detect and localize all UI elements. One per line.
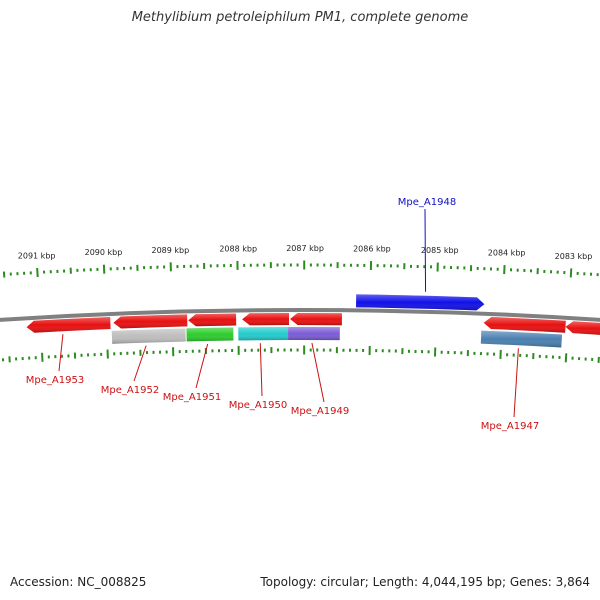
annotation-bar-shading bbox=[288, 327, 340, 341]
label-pointer bbox=[424, 208, 427, 292]
major-tick bbox=[36, 267, 39, 278]
label-pointer bbox=[133, 345, 147, 382]
label-pointer bbox=[513, 348, 519, 418]
tick-label: 2091 kbp bbox=[18, 252, 56, 261]
map-title: Methylibium petroleiphilum PM1, complete… bbox=[131, 10, 469, 25]
major-tick bbox=[41, 352, 44, 362]
tick-label: 2085 kbp bbox=[421, 246, 459, 255]
genome-backbone bbox=[0, 308, 600, 322]
gene-arrow-shading bbox=[242, 313, 290, 326]
annotation-bar-shading bbox=[480, 330, 563, 348]
tick-label: 2086 kbp bbox=[353, 245, 391, 254]
gene-arrow-shading bbox=[113, 314, 188, 329]
major-tick bbox=[569, 268, 573, 278]
gene-labels: Mpe_A1953 Mpe_A1952 Mpe_A1951 Mpe_A1950 Mpe_… bbox=[26, 197, 539, 432]
gene-mpe_a1948[interactable] bbox=[356, 294, 485, 311]
gene-mpe_a1951[interactable] bbox=[186, 313, 237, 342]
tick-label: 2084 kbp bbox=[488, 249, 526, 258]
annotation-bar-shading bbox=[111, 328, 186, 344]
tick-label: 2087 kbp bbox=[286, 244, 324, 253]
label-pointer bbox=[259, 343, 263, 397]
major-tick bbox=[564, 353, 568, 363]
gene-label[interactable]: Mpe_A1950 bbox=[229, 400, 287, 411]
gene-arrow-shading bbox=[565, 321, 600, 335]
annotation-bar-shading bbox=[238, 327, 289, 341]
accession-text: Accession: NC_008825 bbox=[10, 575, 147, 589]
gene-arrow-shading bbox=[26, 316, 111, 333]
gene-mpe_a1950[interactable] bbox=[238, 313, 290, 341]
annotation-bar-shading bbox=[186, 327, 234, 342]
tick-label: 2090 kbp bbox=[85, 248, 123, 257]
gene-arrow-shading bbox=[483, 317, 566, 333]
gene-label[interactable]: Mpe_A1947 bbox=[481, 421, 539, 432]
gene-mpe_a1953[interactable] bbox=[26, 316, 111, 333]
tick-label: 2089 kbp bbox=[151, 246, 189, 255]
gene-arrow-shading bbox=[188, 313, 237, 327]
gene-arrow-shading bbox=[290, 313, 342, 326]
gene-arrow-shading bbox=[356, 294, 485, 311]
gene-mpe_a1949[interactable] bbox=[288, 313, 342, 341]
label-pointer bbox=[58, 334, 64, 372]
gene-label[interactable]: Mpe_A1953 bbox=[26, 375, 84, 386]
label-pointer bbox=[195, 343, 209, 389]
gene-label[interactable]: Mpe_A1951 bbox=[163, 392, 221, 403]
gene-mpe_a1947[interactable] bbox=[480, 317, 566, 348]
label-pointer bbox=[311, 342, 325, 403]
gene-features bbox=[26, 294, 600, 348]
genome-summary-text: Topology: circular; Length: 4,044,195 bp… bbox=[260, 575, 590, 589]
gene-label[interactable]: Mpe_A1949 bbox=[291, 406, 349, 417]
tick-label: 2088 kbp bbox=[219, 244, 257, 253]
inner-tick-ring bbox=[1, 345, 600, 363]
gene-label[interactable]: Mpe_A1952 bbox=[101, 385, 159, 396]
gene-mpe_a1952[interactable] bbox=[111, 314, 188, 344]
outer-tick-ring: 2091 kbp 2090 kbp 2089 kbp 2088 kbp 2087 kbp… bbox=[2, 244, 599, 278]
tick-label: 2083 kbp bbox=[555, 252, 593, 261]
gene-label[interactable]: Mpe_A1948 bbox=[398, 197, 456, 208]
